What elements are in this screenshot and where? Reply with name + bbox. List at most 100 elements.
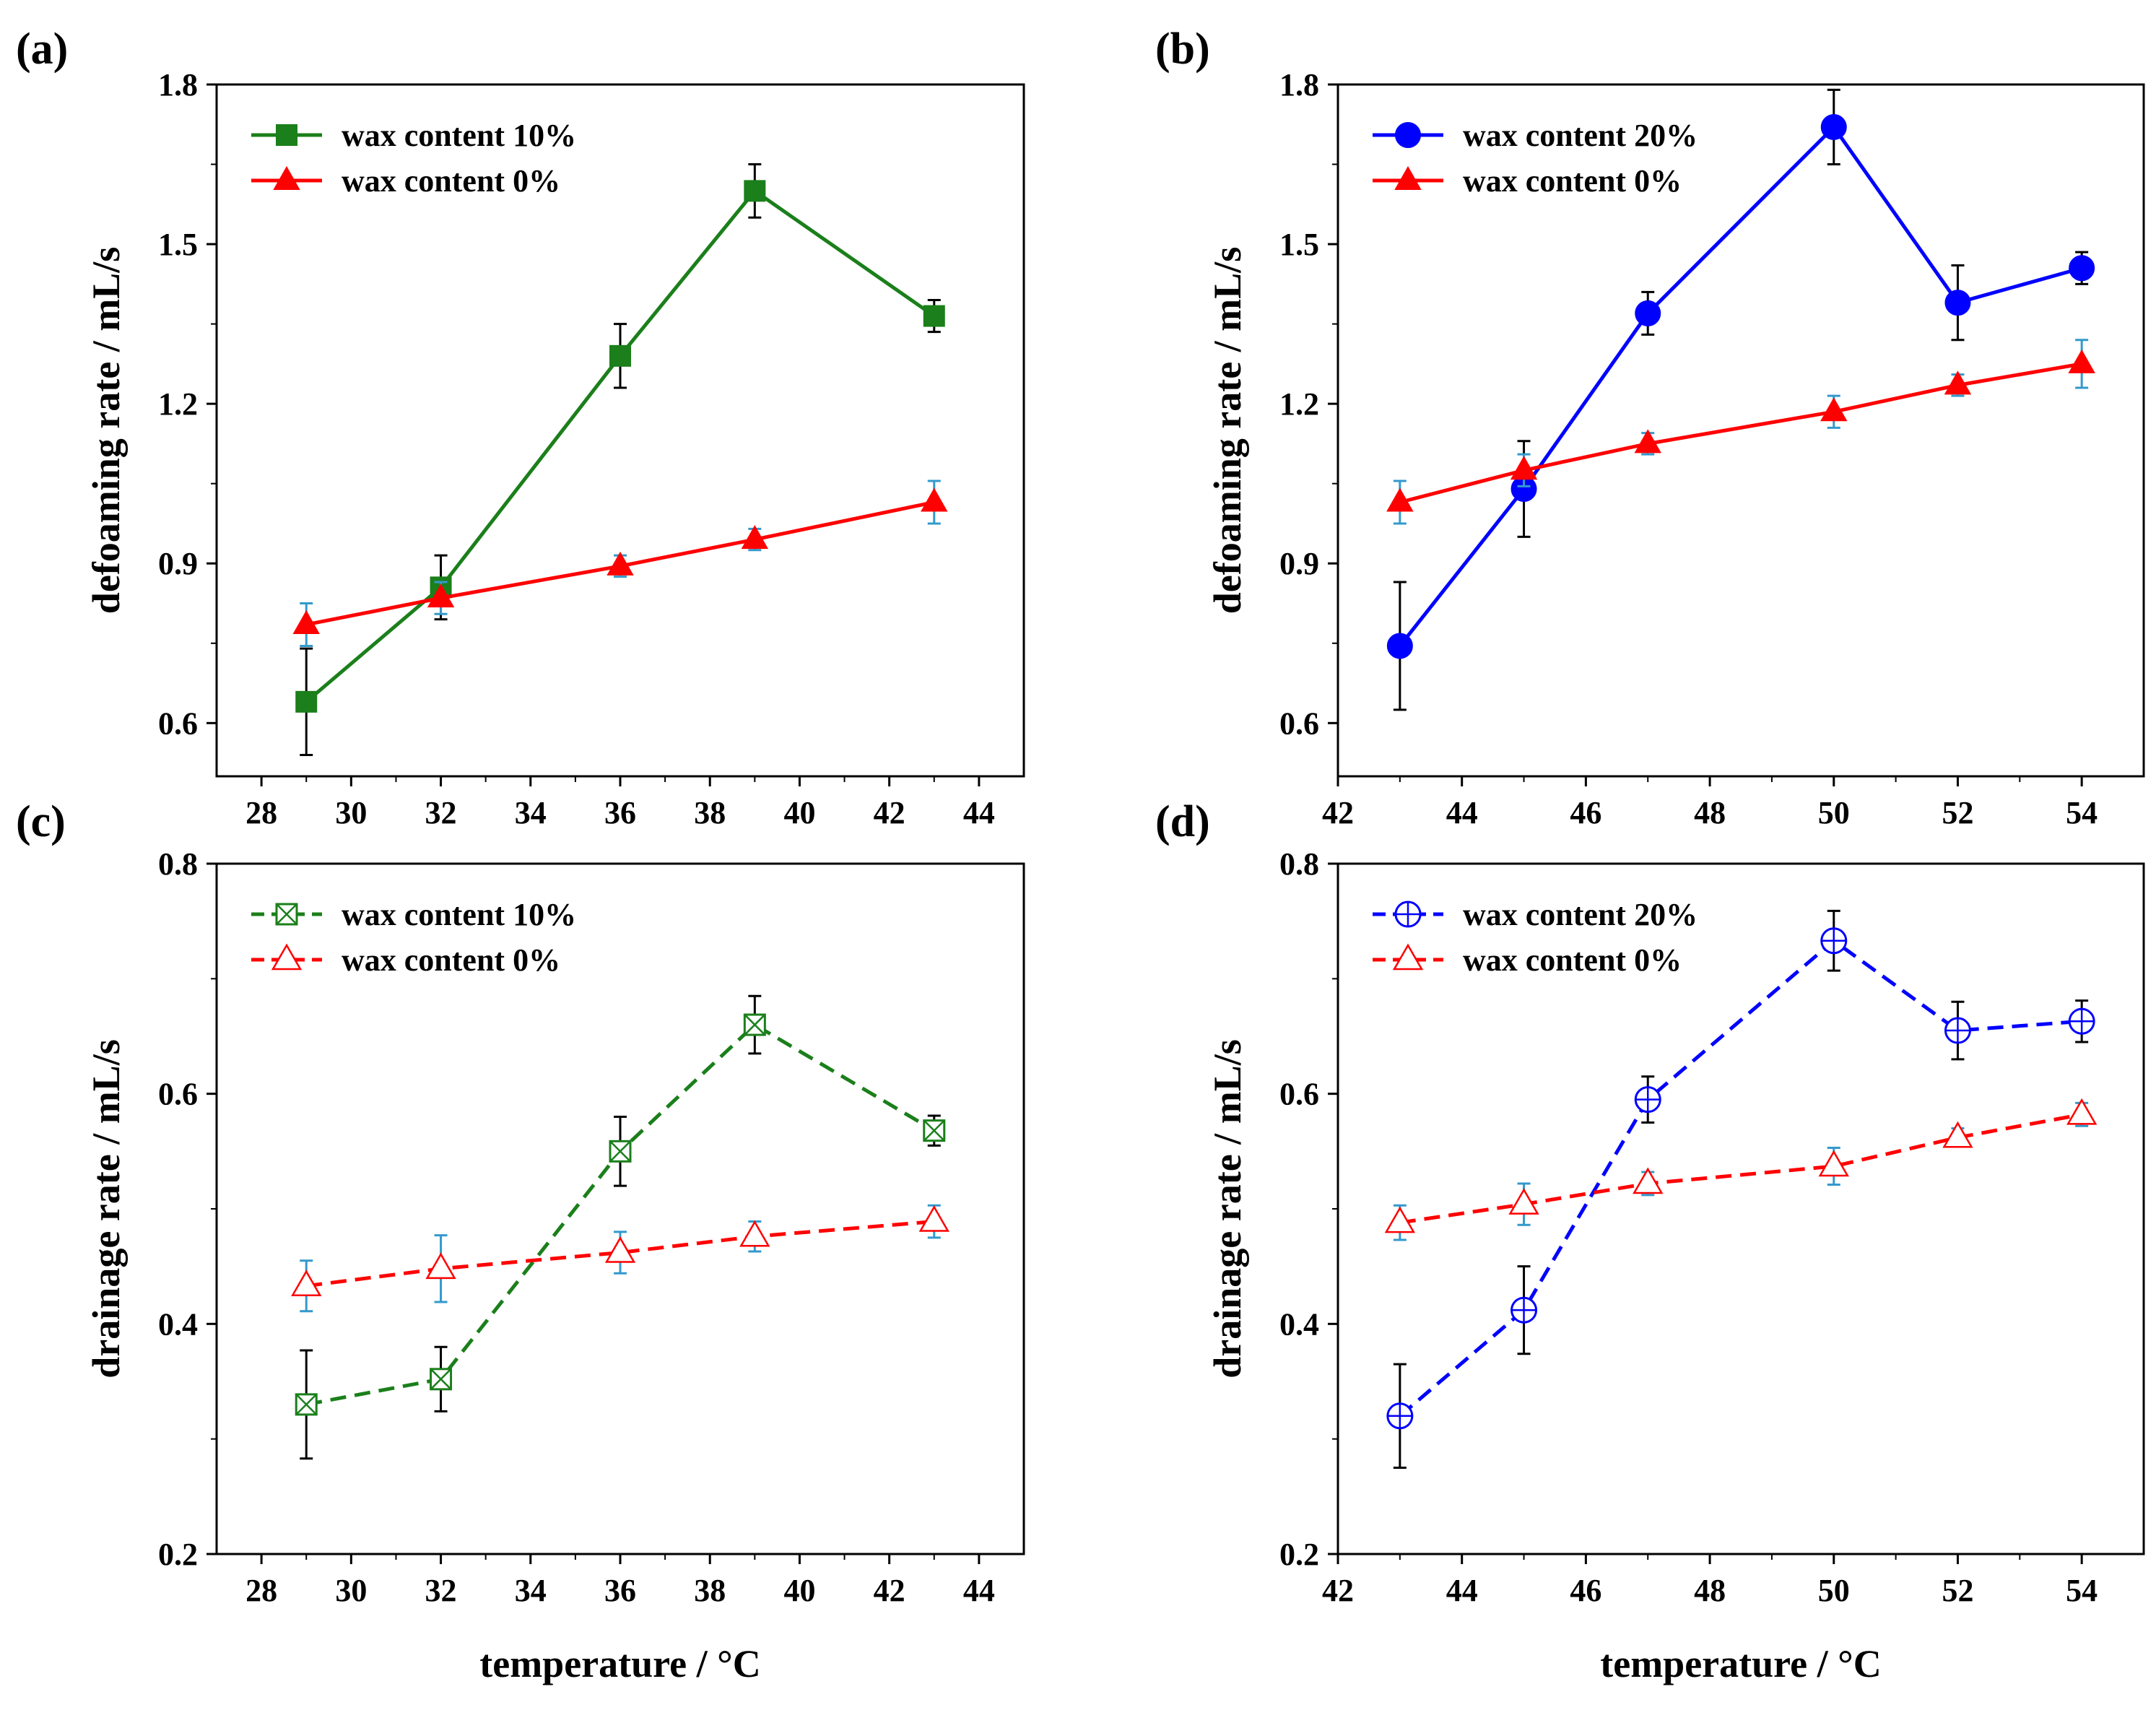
y-tick-label: 0.6	[1279, 1077, 1319, 1112]
x-tick-label: 32	[425, 795, 457, 830]
x-tick-label: 36	[604, 795, 636, 830]
y-tick-label: 1.2	[158, 386, 198, 422]
y-tick-label: 1.2	[1279, 386, 1319, 422]
x-tick-label: 52	[1942, 1573, 1973, 1608]
x-axis-title: temperature / °C	[1600, 1642, 1881, 1685]
y-tick-label: 1.5	[158, 227, 198, 262]
y-tick-label: 0.6	[1279, 706, 1319, 741]
data-point	[609, 344, 631, 367]
data-point	[427, 583, 455, 608]
chart-panel-1: (a) 28 30 32 34 36 38 40 42 44 0.6 0.9 1.2 1.5 1.8 defo…	[16, 25, 1025, 830]
data-point	[295, 690, 318, 713]
plot-frame	[1336, 83, 2145, 778]
x-tick-label: 50	[1818, 795, 1850, 830]
data-point	[430, 1368, 453, 1391]
data-point	[604, 1236, 636, 1263]
x-tick-label: 48	[1694, 1573, 1726, 1608]
legend-marker-diag-2	[276, 903, 297, 925]
series-2	[292, 479, 948, 647]
x-tick-label: 54	[2066, 1573, 2098, 1608]
data-point	[1510, 1296, 1538, 1324]
data-point	[1820, 397, 1848, 422]
legend-marker	[275, 903, 298, 926]
data-point-diag-2	[744, 1014, 766, 1036]
data-point	[918, 1205, 949, 1232]
x-tick-label: 46	[1570, 795, 1601, 830]
y-tick-label: 0.4	[158, 1306, 198, 1342]
data-point	[1386, 1402, 1414, 1430]
x-tick-label: 50	[1818, 1573, 1850, 1608]
legend-marker	[276, 124, 297, 146]
data-point	[1944, 290, 1971, 316]
x-tick-label: 48	[1694, 795, 1726, 830]
data-point	[1386, 487, 1414, 512]
data-point	[1510, 456, 1538, 480]
series-1	[1386, 88, 2095, 711]
legend-label: wax content 0%	[1463, 163, 1682, 199]
x-tick-label: 32	[425, 1573, 457, 1608]
data-point	[743, 1013, 766, 1036]
x-tick-label: 36	[604, 1573, 636, 1608]
data-point	[1508, 1188, 1539, 1215]
y-axis-title: drainage rate / mL/s	[1206, 1039, 1249, 1378]
legend-label: wax content 10%	[342, 897, 576, 932]
data-point-diag-2	[295, 1393, 318, 1415]
legend: wax content 10% wax content 0%	[251, 118, 576, 199]
series-line	[1399, 362, 2082, 504]
data-point	[1634, 1086, 1661, 1114]
x-tick-label: 34	[515, 1573, 547, 1608]
data-point	[1634, 429, 1661, 453]
x-tick-label: 28	[245, 795, 277, 830]
x-tick-label: 44	[963, 795, 995, 830]
panel-label: (b)	[1155, 25, 1210, 74]
y-tick-label: 0.9	[158, 546, 198, 581]
x-tick-label: 30	[335, 1573, 367, 1608]
data-point	[607, 551, 634, 576]
y-tick-label: 1.8	[1279, 67, 1319, 103]
data-point-diag-2	[430, 1368, 452, 1390]
legend: wax content 20% wax content 0%	[1373, 118, 1698, 199]
y-tick-label: 1.5	[1279, 227, 1319, 262]
legend: wax content 20% wax content 0%	[1373, 897, 1698, 978]
series-line	[305, 1022, 936, 1407]
data-point	[1384, 1206, 1416, 1233]
legend-marker	[1394, 165, 1422, 190]
data-point	[2068, 349, 2095, 373]
x-tick-label: 42	[874, 795, 905, 830]
data-point	[1820, 927, 1848, 955]
data-point	[1386, 633, 1413, 659]
data-point	[1818, 1150, 1849, 1177]
panel-label: (c)	[16, 797, 66, 846]
y-axis-title: defoaming rate / mL/s	[1206, 247, 1249, 614]
series-line	[305, 188, 936, 703]
x-tick-label: 44	[963, 1573, 995, 1608]
y-tick-label: 0.6	[158, 706, 198, 741]
y-tick-label: 0.2	[1279, 1537, 1319, 1572]
data-point	[744, 180, 766, 202]
legend-label: wax content 10%	[342, 118, 576, 153]
data-point	[1944, 1017, 1971, 1044]
data-point	[1820, 113, 1847, 140]
plot-frame	[215, 83, 1025, 778]
series-1	[1386, 909, 2095, 1469]
data-point	[292, 609, 320, 634]
chart-panel-3: (c) 28 30 32 34 36 38 40 42 44 0.2 0.4 0.6 0.8 drainag…	[16, 797, 1025, 1685]
legend-label: wax content 20%	[1463, 118, 1698, 153]
data-point	[295, 1393, 318, 1416]
x-tick-label: 54	[2066, 795, 2098, 830]
x-tick-label: 38	[694, 1573, 726, 1608]
x-tick-label: 44	[1446, 795, 1478, 830]
y-axis-title: defoaming rate / mL/s	[84, 247, 128, 614]
data-point	[1635, 300, 1661, 326]
legend-label: wax content 20%	[1463, 897, 1698, 932]
series-line	[1398, 124, 2082, 648]
data-point	[739, 1220, 770, 1247]
panel-label: (d)	[1155, 797, 1210, 846]
data-point-diag-2	[609, 1140, 631, 1163]
y-tick-label: 0.6	[158, 1077, 198, 1112]
chart-panel-2: (b) 42 44 46 48 50 52 54 0.6 0.9 1.2 1.5 1.8 defoamin…	[1155, 25, 2145, 830]
x-tick-label: 42	[1322, 795, 1354, 830]
data-point	[2069, 255, 2095, 282]
legend-marker	[1392, 943, 1424, 971]
